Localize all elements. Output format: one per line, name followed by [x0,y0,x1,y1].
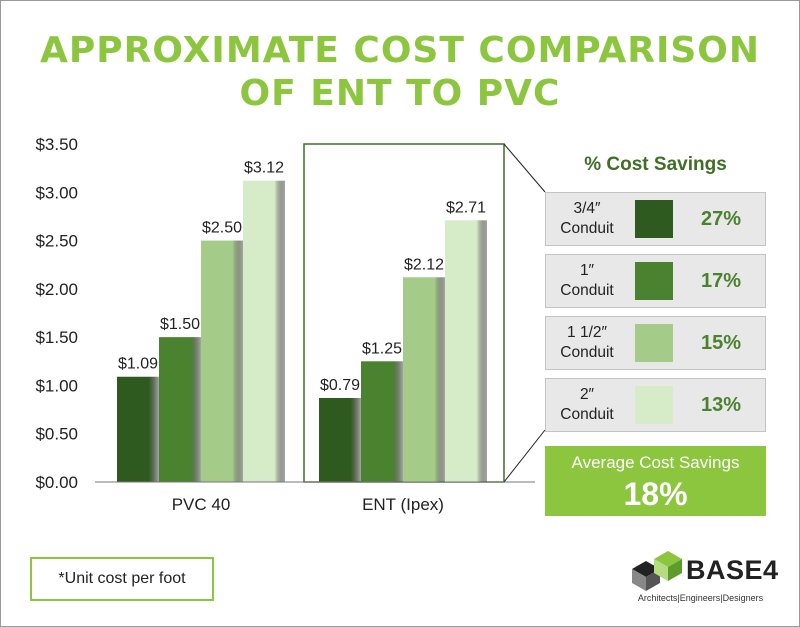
legend-item-type: Conduit [560,220,614,237]
legend-item-size: 1″ [579,262,595,279]
category-label: PVC 40 [172,495,231,514]
bar-value-label: $2.71 [446,199,486,216]
bar [201,240,243,482]
y-tick-label: $2.50 [35,232,78,251]
legend-item-type: Conduit [560,282,614,299]
legend-item: 3/4″ Conduit 27% [545,192,766,246]
bar [159,337,201,482]
bar-value-label: $1.25 [362,340,402,357]
bar-value-label: $3.12 [244,160,284,177]
bar [403,277,445,482]
legend-item-type: Conduit [560,344,614,361]
legend-savings-value: 27% [700,207,742,230]
y-tick-label: $3.00 [35,183,78,202]
legend-savings-value: 17% [700,269,742,292]
average-savings-value: 18% [623,476,688,512]
bar [319,397,361,482]
y-tick-label: $3.50 [35,135,78,154]
legend-item-size: 2″ [579,386,595,403]
legend-item-label: 3/4″ Conduit [546,193,628,245]
logo-wordmark: BASE4 [686,555,779,585]
legend-savings-value: 15% [700,331,742,354]
legend-item-label: 1 1/2″ Conduit [546,317,628,369]
legend-item-size: 1 1/2″ [567,324,607,341]
bar-value-label: $0.79 [320,377,360,394]
legend-swatch [635,262,673,300]
bar-value-label: $1.09 [118,356,158,373]
base4-cube-logo-icon [632,551,682,591]
legend-item-label: 2″ Conduit [546,379,628,431]
unit-cost-note: *Unit cost per foot [30,557,214,601]
legend-item-label: 1″ Conduit [546,255,628,307]
bar-value-label: $1.50 [160,316,200,333]
legend-item-type: Conduit [560,406,614,423]
legend-swatch [635,386,673,424]
base4-logo: BASE4 Architects|Engineers|Designers [628,549,778,609]
bar-value-label: $2.12 [404,256,444,273]
y-tick-label: $0.00 [35,473,78,492]
connector-line-top [503,143,546,193]
legend-savings-value: 13% [700,393,742,416]
bar-value-label: $2.50 [202,220,242,237]
category-label: ENT (Ipex) [362,495,444,514]
average-savings-label: Average Cost Savings [571,453,740,472]
title-line-2: OF ENT TO PVC [239,73,561,114]
title-line-1: APPROXIMATE COST COMPARISON [40,30,760,71]
average-savings-box: Average Cost Savings 18% [545,446,766,516]
legend-item: 1 1/2″ Conduit 15% [545,316,766,370]
legend-item: 2″ Conduit 13% [545,378,766,432]
y-tick-label: $1.50 [35,328,78,347]
bar [361,361,403,482]
connector-line-bottom [503,429,546,483]
logo-tagline: Architects|Engineers|Designers [637,593,764,603]
legend-swatch [635,200,673,238]
y-tick-label: $1.00 [35,376,78,395]
legend-heading: % Cost Savings [584,154,727,175]
bar [243,180,285,482]
legend-swatch [635,324,673,362]
bar [117,376,159,482]
bar [445,220,487,482]
legend-item-size: 3/4″ [573,200,601,217]
y-tick-label: $2.00 [35,280,78,299]
y-tick-label: $0.50 [35,425,78,444]
legend-item: 1″ Conduit 17% [545,254,766,308]
